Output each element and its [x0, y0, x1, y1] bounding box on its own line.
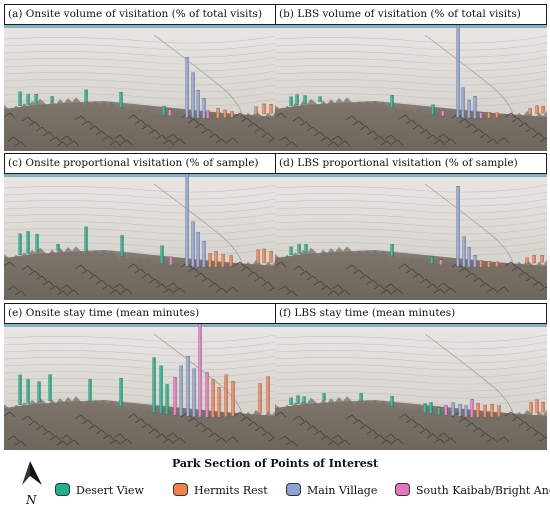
terrain-map [275, 25, 547, 151]
legend-swatch [173, 483, 188, 496]
panel-b: (b) LBS volume of visitation (% of total… [275, 4, 547, 151]
panel-c: (c) Onsite proportional visitation (% of… [4, 153, 276, 300]
panel-title: (d) LBS proportional visitation (% of sa… [279, 157, 518, 169]
legend-swatch [286, 483, 301, 496]
panel-title-box: (e) Onsite stay time (mean minutes) [4, 303, 276, 324]
panel-title: (a) Onsite volume of visitation (% of to… [8, 8, 263, 20]
legend-label: Hermits Rest [194, 484, 268, 497]
panel-title: (b) LBS volume of visitation (% of total… [279, 8, 521, 20]
map-svg [275, 25, 547, 151]
map-svg [4, 174, 276, 300]
north-label: N [26, 493, 37, 507]
panel-f: (f) LBS stay time (mean minutes) [275, 303, 547, 450]
legend-swatch [55, 483, 70, 496]
panel-title-box: (d) LBS proportional visitation (% of sa… [275, 153, 547, 174]
map-svg [275, 324, 547, 450]
panel-title-box: (f) LBS stay time (mean minutes) [275, 303, 547, 324]
legend-label: South Kaibab/Bright Angel [416, 484, 550, 497]
panel-title-box: (b) LBS volume of visitation (% of total… [275, 4, 547, 25]
legend-swatch [395, 483, 410, 496]
panel-e: (e) Onsite stay time (mean minutes) [4, 303, 276, 450]
legend-item-hermits-rest: Hermits Rest [173, 483, 268, 497]
terrain-map [275, 324, 547, 450]
legend-item-south-kaibab: South Kaibab/Bright Angel [395, 483, 550, 497]
north-arrow-icon: N [22, 459, 46, 509]
panel-title-box: (c) Onsite proportional visitation (% of… [4, 153, 276, 174]
legend-item-desert-view: Desert View [55, 483, 144, 497]
legend-label: Main Village [307, 484, 378, 497]
terrain-map [4, 174, 276, 300]
panel-a: (a) Onsite volume of visitation (% of to… [4, 4, 276, 151]
panel-title: (c) Onsite proportional visitation (% of… [8, 157, 259, 169]
panel-title: (f) LBS stay time (mean minutes) [279, 307, 456, 319]
terrain-map [275, 174, 547, 300]
legend-item-main-village: Main Village [286, 483, 377, 497]
legend-label: Desert View [76, 484, 144, 497]
panel-title-box: (a) Onsite volume of visitation (% of to… [4, 4, 276, 25]
panel-d: (d) LBS proportional visitation (% of sa… [275, 153, 547, 300]
panel-title: (e) Onsite stay time (mean minutes) [8, 307, 200, 319]
terrain-map [4, 25, 276, 151]
map-svg [4, 324, 276, 450]
terrain-map [4, 324, 276, 450]
legend-title: Park Section of Points of Interest [171, 457, 379, 470]
map-svg [275, 174, 547, 300]
map-svg [4, 25, 276, 151]
